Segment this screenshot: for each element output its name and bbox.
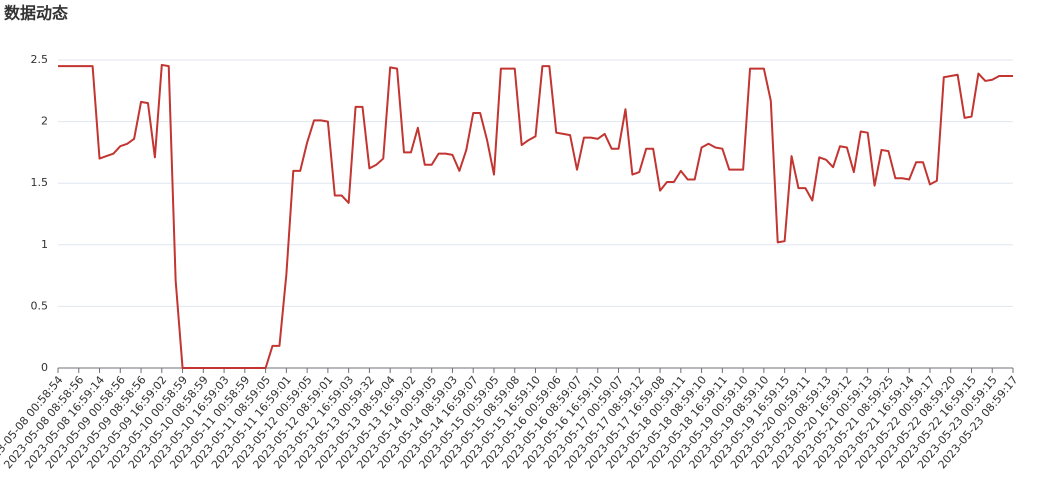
y-tick-label: 1.5 bbox=[31, 176, 49, 189]
y-tick-label: 2 bbox=[41, 115, 48, 128]
chart-title: 数据动态 bbox=[4, 4, 68, 23]
data-line bbox=[58, 63, 1013, 369]
y-tick-label: 1 bbox=[41, 238, 48, 251]
y-tick-label: 2.5 bbox=[31, 53, 49, 66]
y-tick-label: 0.5 bbox=[31, 299, 49, 312]
y-tick-label: 0 bbox=[41, 361, 48, 374]
